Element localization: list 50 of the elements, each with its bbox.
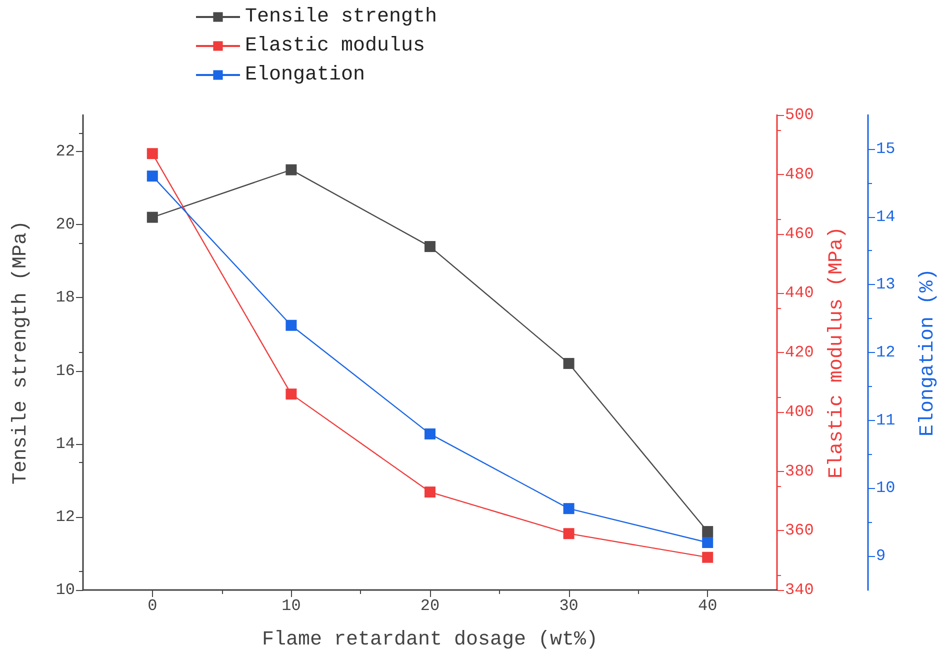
y-tick-label: 12 [56,508,75,526]
y3-tick-label: 11 [876,411,896,430]
y2-tick-label: 460 [785,224,814,243]
point [146,212,158,223]
y-axis-title: Tensile strength (MPa) [10,220,32,485]
y-tick-label: 22 [56,142,75,161]
point [146,170,158,182]
y-tick-label: 20 [56,216,75,234]
y2-tick-label: 500 [785,106,814,124]
point [286,388,297,400]
y-tick-label: 14 [56,434,75,453]
y2-tick-label: 380 [785,462,814,480]
legend-label: Elongation [245,64,366,86]
point [424,428,436,440]
point [563,358,574,369]
y2-axis-title: Elastic modulus (MPa) [826,226,848,479]
point [702,537,714,548]
x-tick-label: 20 [420,597,440,615]
point [424,486,436,498]
y2-tick-label: 340 [785,581,814,599]
y3-tick-label: 10 [876,479,896,498]
y3-tick-label: 14 [876,208,896,226]
x-axis-title: Flame retardant dosage (wt%) [262,628,598,652]
y-tick-label: 18 [56,288,75,307]
x-tick-label: 30 [559,597,578,615]
y2-tick-label: 480 [785,165,814,184]
y-tick-label: 16 [56,362,75,380]
point [563,528,574,540]
legend-label: Elastic modulus [245,34,426,58]
point [286,164,297,176]
x-tick-label: 10 [282,597,301,615]
y3-tick-label: 9 [876,547,886,566]
x-tick-label: 40 [698,597,718,615]
point [286,320,297,331]
point [563,503,574,514]
point [702,552,714,563]
y2-tick-label: 360 [785,522,814,540]
y3-tick-label: 15 [876,140,896,158]
y3-axis-title: Elongation (%) [916,268,940,437]
y2-tick-label: 440 [785,284,814,302]
point [424,241,436,252]
point [702,526,714,538]
x-tick-label: 0 [148,597,158,615]
point [146,148,158,160]
y3-tick-label: 13 [876,276,896,294]
y2-tick-label: 400 [785,402,814,421]
legend-label: Tensile strength [245,6,438,28]
y2-tick-label: 420 [785,344,814,362]
y3-tick-label: 12 [876,344,896,362]
y-tick-label: 10 [56,581,75,599]
